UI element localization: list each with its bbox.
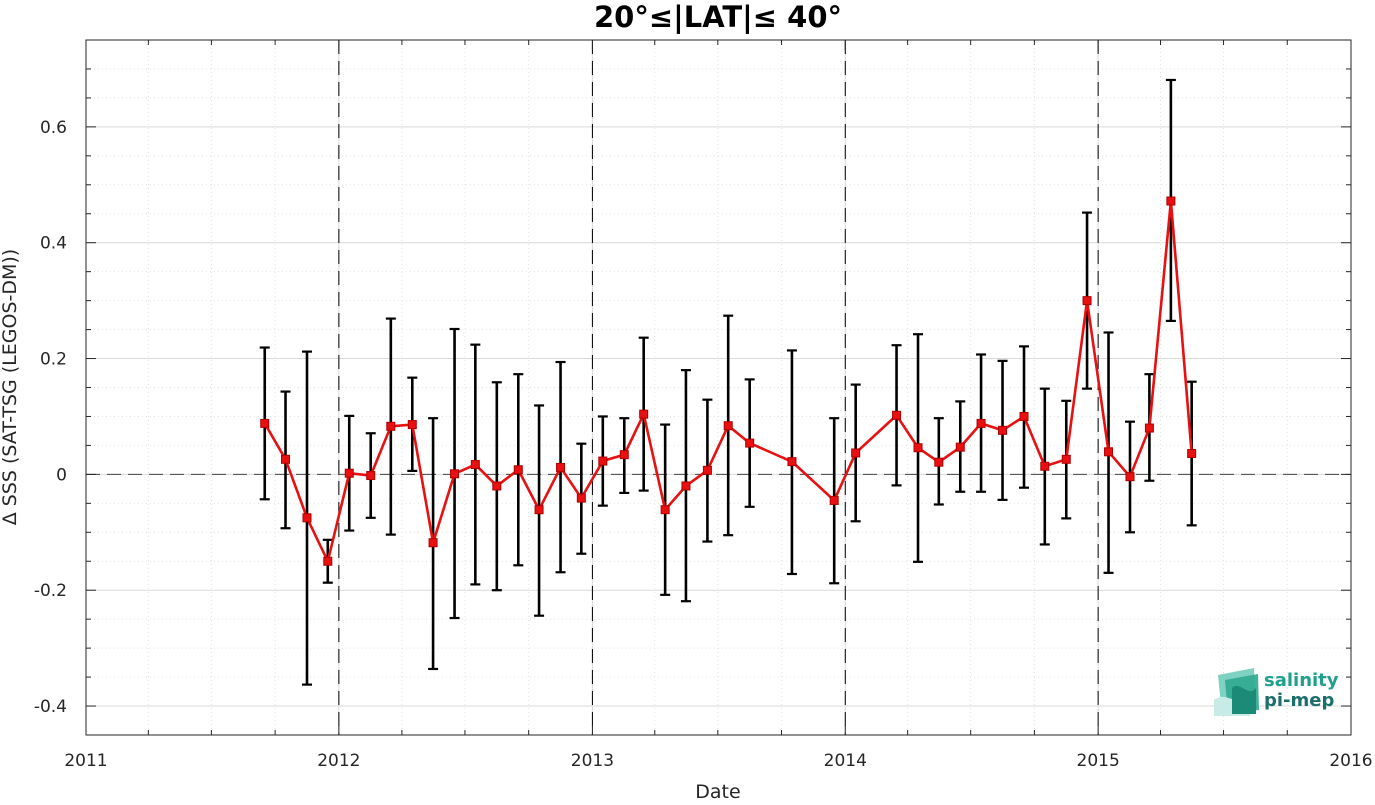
data-marker xyxy=(450,469,460,479)
x-tick-label: 2012 xyxy=(317,751,360,771)
data-marker xyxy=(976,418,986,428)
data-marker xyxy=(598,456,608,466)
logo-text-salinity: salinity xyxy=(1264,670,1339,691)
data-marker xyxy=(681,481,691,491)
y-tick-label: 0.6 xyxy=(40,118,67,138)
y-tick-label: -0.2 xyxy=(34,581,67,601)
data-marker xyxy=(1144,423,1154,433)
data-marker xyxy=(513,465,523,475)
wave-icon xyxy=(1214,668,1259,716)
x-tick-label: 2016 xyxy=(1329,751,1372,771)
data-marker xyxy=(302,513,312,523)
plot-frame xyxy=(85,39,1352,736)
x-tick-label: 2011 xyxy=(64,751,107,771)
data-marker xyxy=(323,556,333,566)
data-marker xyxy=(851,448,861,458)
data-marker xyxy=(556,462,566,472)
marker-layer xyxy=(260,196,1197,566)
data-marker xyxy=(934,457,944,467)
x-tick-label: 2014 xyxy=(824,751,867,771)
axes-frame xyxy=(85,39,1352,736)
data-marker xyxy=(1104,447,1114,457)
data-marker xyxy=(428,538,438,548)
data-marker xyxy=(281,454,291,464)
y-tick-label: 0.4 xyxy=(40,234,67,254)
x-tick-label: 2013 xyxy=(571,751,614,771)
chart-title: 20°≤|LAT|≤ 40° xyxy=(594,0,842,34)
data-marker xyxy=(1040,461,1050,471)
x-axis-label: Date xyxy=(695,781,740,801)
data-marker xyxy=(1125,472,1135,482)
data-marker xyxy=(1166,196,1176,206)
data-marker xyxy=(639,409,649,419)
data-marker xyxy=(407,420,417,430)
y-tick-label: -0.4 xyxy=(34,697,67,717)
data-marker xyxy=(1061,454,1071,464)
logo-text-pi-mep: pi-mep xyxy=(1264,690,1334,711)
data-marker xyxy=(998,425,1008,435)
data-marker xyxy=(534,505,544,515)
data-marker xyxy=(745,438,755,448)
data-marker xyxy=(702,465,712,475)
data-marker xyxy=(955,442,965,452)
grid-layer xyxy=(85,40,1352,735)
data-marker xyxy=(386,421,396,431)
data-marker xyxy=(892,410,902,420)
data-marker xyxy=(470,460,480,470)
data-marker xyxy=(829,495,839,505)
tick-label-layer: 2011 2012 2013 2014 2015 2016 -0.4 -0.2 0 0.2 0.4 0… xyxy=(34,118,1373,771)
errorbar-layer xyxy=(259,78,1197,686)
data-marker xyxy=(913,443,923,453)
x-tick-label: 2015 xyxy=(1077,751,1120,771)
data-marker xyxy=(619,450,629,460)
data-marker xyxy=(1187,449,1197,459)
salinity-pi-mep-logo: salinity pi-mep xyxy=(1214,668,1339,716)
data-marker xyxy=(260,418,270,428)
y-axis-label: Δ SSS (SAT-TSG (LEGOS-DM)) xyxy=(0,249,21,525)
data-marker xyxy=(787,457,797,467)
data-marker xyxy=(1082,296,1092,306)
data-marker xyxy=(344,468,354,478)
y-tick-label: 0.2 xyxy=(40,350,67,370)
data-marker xyxy=(723,421,733,431)
data-marker xyxy=(366,471,376,481)
y-tick-label: 0 xyxy=(56,465,67,485)
data-marker xyxy=(1019,411,1029,421)
data-marker xyxy=(492,481,502,491)
data-marker xyxy=(576,493,586,503)
data-marker xyxy=(660,505,670,515)
